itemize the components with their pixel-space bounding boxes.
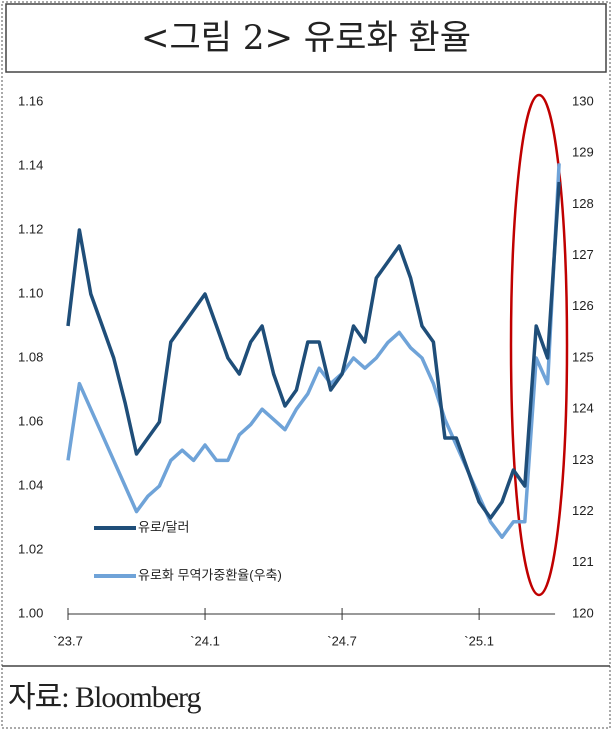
y2-tick-label: 128 xyxy=(572,196,594,211)
x-tick-label: `25.1 xyxy=(464,633,494,648)
y2-tick-label: 127 xyxy=(572,247,594,262)
highlight-ellipse xyxy=(509,93,569,597)
x-tick-label: `24.1 xyxy=(190,633,220,648)
y-tick-label: 1.06 xyxy=(18,413,43,428)
y2-tick-label: 121 xyxy=(572,554,594,569)
y-tick-label: 1.14 xyxy=(18,157,43,172)
y2-tick-label: 124 xyxy=(572,401,594,416)
chart-title: <그림 2> 유로화 환율 xyxy=(141,18,471,58)
y-tick-label: 1.16 xyxy=(18,93,43,108)
x-tick-label: `24.7 xyxy=(327,633,357,648)
legend-label: 유로/달러 xyxy=(138,519,189,534)
y2-tick-label: 122 xyxy=(572,503,594,518)
y2-tick-label: 129 xyxy=(572,145,594,160)
y-tick-label: 1.02 xyxy=(18,541,43,556)
series-line xyxy=(66,181,561,520)
y2-tick-label: 123 xyxy=(572,452,594,467)
x-tick-label: `23.7 xyxy=(53,633,83,648)
title-box xyxy=(5,3,607,73)
source: 자료: Bloomberg xyxy=(8,681,201,714)
y2-tick-label: 126 xyxy=(572,298,594,313)
y-tick-label: 1.00 xyxy=(18,605,43,620)
legend-label: 유로화 무역가중환율(우축) xyxy=(138,567,282,582)
y2-tick-label: 120 xyxy=(572,605,594,620)
y-tick-label: 1.04 xyxy=(18,477,43,492)
y-tick-label: 1.08 xyxy=(18,349,43,364)
y2-tick-label: 130 xyxy=(572,93,594,108)
y-tick-label: 1.12 xyxy=(18,221,43,236)
series-line xyxy=(66,163,561,539)
y2-tick-label: 125 xyxy=(572,349,594,364)
y-tick-label: 1.10 xyxy=(18,285,43,300)
